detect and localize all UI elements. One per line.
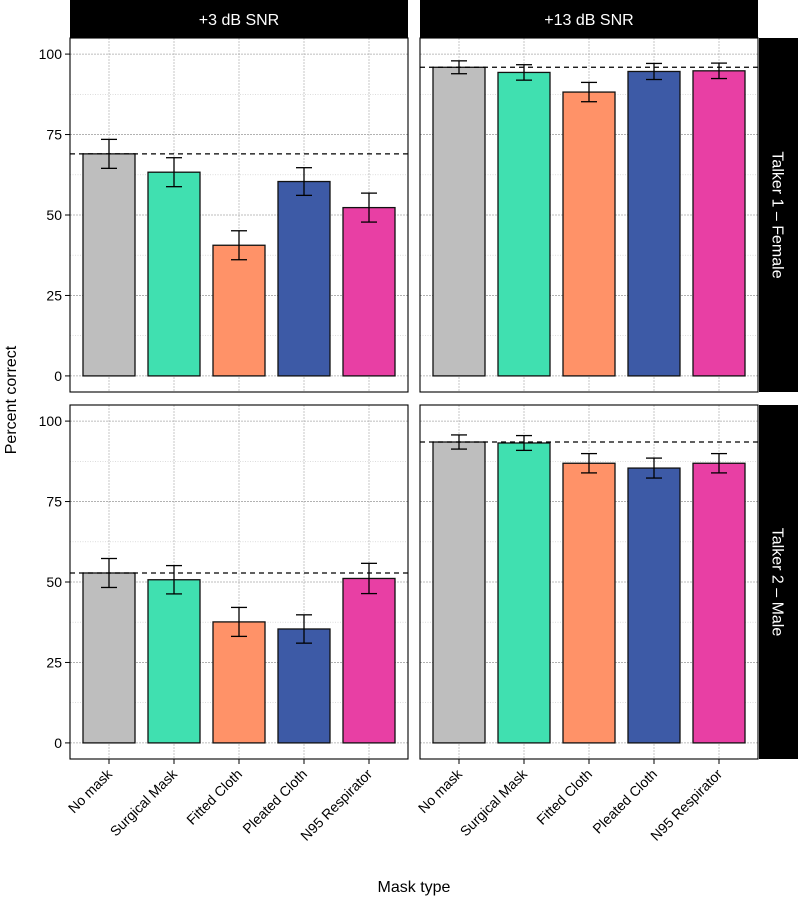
panel (69, 404, 409, 760)
y-axis-title: Percent correct (3, 345, 20, 454)
error-bar (646, 457, 662, 479)
error-bar (516, 434, 532, 452)
x-axis-title: Mask type (378, 879, 451, 896)
bar (342, 577, 396, 744)
error-bar (101, 557, 117, 589)
error-bar (361, 192, 377, 223)
error-bar (101, 138, 117, 169)
bar (497, 71, 551, 377)
error-bar (711, 62, 727, 80)
bar (147, 579, 201, 744)
bar (562, 91, 616, 377)
error-bar (296, 614, 312, 644)
bar (212, 244, 266, 377)
error-bar (296, 167, 312, 197)
column-strip (70, 0, 408, 38)
bar (432, 441, 486, 744)
error-bar (516, 64, 532, 81)
row-strip (759, 38, 798, 392)
bar (342, 206, 396, 377)
error-bar (646, 62, 662, 81)
y-tick-label: 100 (39, 413, 63, 429)
bar (562, 462, 616, 744)
bar (277, 628, 331, 744)
error-bar (581, 81, 597, 103)
error-bar (451, 60, 467, 75)
bar (82, 572, 136, 744)
error-bar (231, 230, 247, 261)
bar (432, 66, 486, 377)
bar (497, 442, 551, 744)
y-tick-label: 0 (54, 368, 62, 384)
row-strip-label: Talker 1 – Female (769, 151, 786, 278)
error-bar (581, 452, 597, 474)
error-bar (361, 562, 377, 595)
bar (692, 462, 746, 744)
row-strip (759, 405, 798, 759)
error-bar (231, 606, 247, 638)
panel-border (419, 37, 759, 393)
y-tick-label: 25 (46, 287, 62, 303)
panel (419, 404, 759, 760)
bar (147, 171, 201, 377)
y-tick-label: 50 (46, 574, 62, 590)
column-strip-label: +3 dB SNR (199, 12, 279, 29)
y-tick-label: 75 (46, 494, 62, 510)
panel (419, 37, 759, 393)
panel (69, 37, 409, 393)
y-tick-label: 25 (46, 654, 62, 670)
bar (212, 621, 266, 744)
error-bar (711, 452, 727, 474)
bar (692, 70, 746, 377)
error-bar (451, 434, 467, 450)
y-tick-label: 0 (54, 735, 62, 751)
y-tick-label: 50 (46, 207, 62, 223)
column-strip-label: +13 dB SNR (544, 12, 633, 29)
y-tick-label: 100 (39, 46, 63, 62)
bar (277, 180, 331, 377)
bar (82, 153, 136, 377)
bar (627, 70, 681, 377)
y-tick-label: 75 (46, 127, 62, 143)
column-strip (420, 0, 758, 38)
bar (627, 467, 681, 744)
row-strip-label: Talker 2 – Male (769, 528, 786, 637)
error-bar (166, 564, 182, 595)
error-bar (166, 157, 182, 188)
